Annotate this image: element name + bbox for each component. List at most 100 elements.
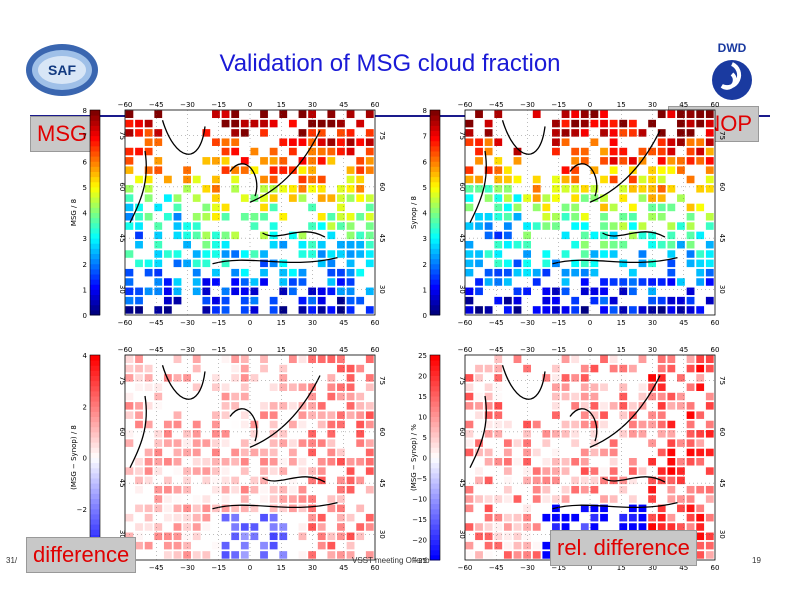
data-cell (240, 364, 249, 373)
data-cell (365, 157, 374, 165)
data-cell (657, 240, 666, 249)
data-cell (356, 296, 365, 305)
data-cell (696, 551, 705, 559)
data-cell (337, 495, 345, 503)
data-cell (260, 278, 268, 286)
colorbar-segment (90, 524, 100, 530)
colorbar-segment (430, 508, 440, 515)
data-cell (163, 420, 172, 429)
data-cell (154, 240, 163, 249)
data-cell (677, 194, 685, 202)
lon-tick-label: −60 (458, 101, 473, 109)
data-cell (561, 523, 570, 531)
data-cell (327, 551, 336, 559)
data-cell (686, 240, 695, 249)
data-cell (346, 259, 355, 268)
lat-tick-label: 75 (458, 376, 466, 385)
data-cell (288, 278, 297, 286)
data-cell (163, 306, 172, 314)
data-cell (269, 166, 278, 174)
data-cell (686, 138, 695, 146)
colorbar-segment (430, 197, 440, 203)
data-cell (475, 364, 483, 373)
data-cell (667, 485, 676, 494)
data-cell (542, 250, 551, 258)
data-cell (561, 485, 570, 494)
data-cell (475, 213, 483, 221)
data-cell (686, 513, 695, 522)
colorbar-segment (430, 243, 440, 249)
data-cell (327, 392, 336, 401)
data-cell (523, 240, 532, 249)
data-cell (561, 203, 570, 212)
lon-tick-label: −45 (489, 101, 504, 109)
data-cell (686, 110, 695, 119)
lat-tick-label: 30 (458, 285, 466, 294)
data-cell (192, 504, 201, 513)
data-cell (705, 495, 714, 503)
data-cell (346, 541, 355, 550)
data-cell (484, 392, 493, 401)
data-cell (628, 476, 637, 485)
data-cell (269, 523, 278, 531)
lon-tick-label: 30 (308, 319, 317, 327)
lat-tick-label: 45 (458, 234, 466, 243)
data-cell (163, 175, 172, 184)
data-cell (638, 513, 647, 522)
colorbar-tick-label: −10 (412, 496, 427, 504)
data-cell (135, 532, 143, 541)
lon-tick-label: 60 (711, 346, 720, 354)
data-cell (221, 458, 230, 466)
data-cell (628, 157, 637, 165)
data-cell (173, 355, 182, 364)
data-cell (580, 392, 589, 401)
data-cell (202, 203, 211, 212)
data-cell (484, 402, 493, 410)
data-cell (705, 485, 714, 494)
data-cell (657, 213, 666, 221)
data-cell (163, 504, 172, 513)
data-cell (523, 250, 532, 258)
data-cell (260, 513, 268, 522)
data-cell (183, 185, 192, 193)
data-cell (192, 495, 201, 503)
data-cell (327, 157, 336, 165)
data-cell (308, 175, 317, 184)
data-cell (212, 268, 220, 277)
colorbar-segment (90, 421, 100, 428)
data-cell (686, 287, 695, 296)
data-cell (503, 268, 512, 277)
data-cell (705, 175, 714, 184)
colorbar-segment (430, 513, 440, 520)
data-cell (173, 541, 182, 550)
lon-tick-label: 15 (277, 346, 286, 354)
data-cell (677, 392, 685, 401)
data-cell (561, 166, 570, 174)
data-cell (337, 306, 345, 314)
data-cell (571, 306, 580, 314)
data-cell (308, 504, 317, 513)
data-cell (580, 306, 589, 314)
data-cell (240, 157, 249, 165)
data-cell (657, 448, 666, 457)
data-cell (298, 268, 307, 277)
lon-tick-label: 0 (248, 101, 252, 109)
data-cell (580, 476, 589, 485)
colorbar-segment (430, 483, 440, 489)
colorbar-segment (90, 380, 100, 387)
colorbar-segment (430, 478, 440, 484)
colorbar-segment (430, 166, 440, 172)
data-cell (135, 203, 143, 212)
data-cell (561, 213, 570, 221)
data-cell (327, 110, 336, 119)
data-cell (144, 138, 153, 146)
data-cell (705, 185, 714, 193)
data-cell (202, 259, 211, 268)
data-cell (619, 147, 628, 156)
data-cell (125, 129, 134, 137)
data-cell (465, 203, 474, 212)
data-cell (240, 467, 249, 475)
data-cell (221, 476, 230, 485)
data-cell (192, 551, 201, 559)
